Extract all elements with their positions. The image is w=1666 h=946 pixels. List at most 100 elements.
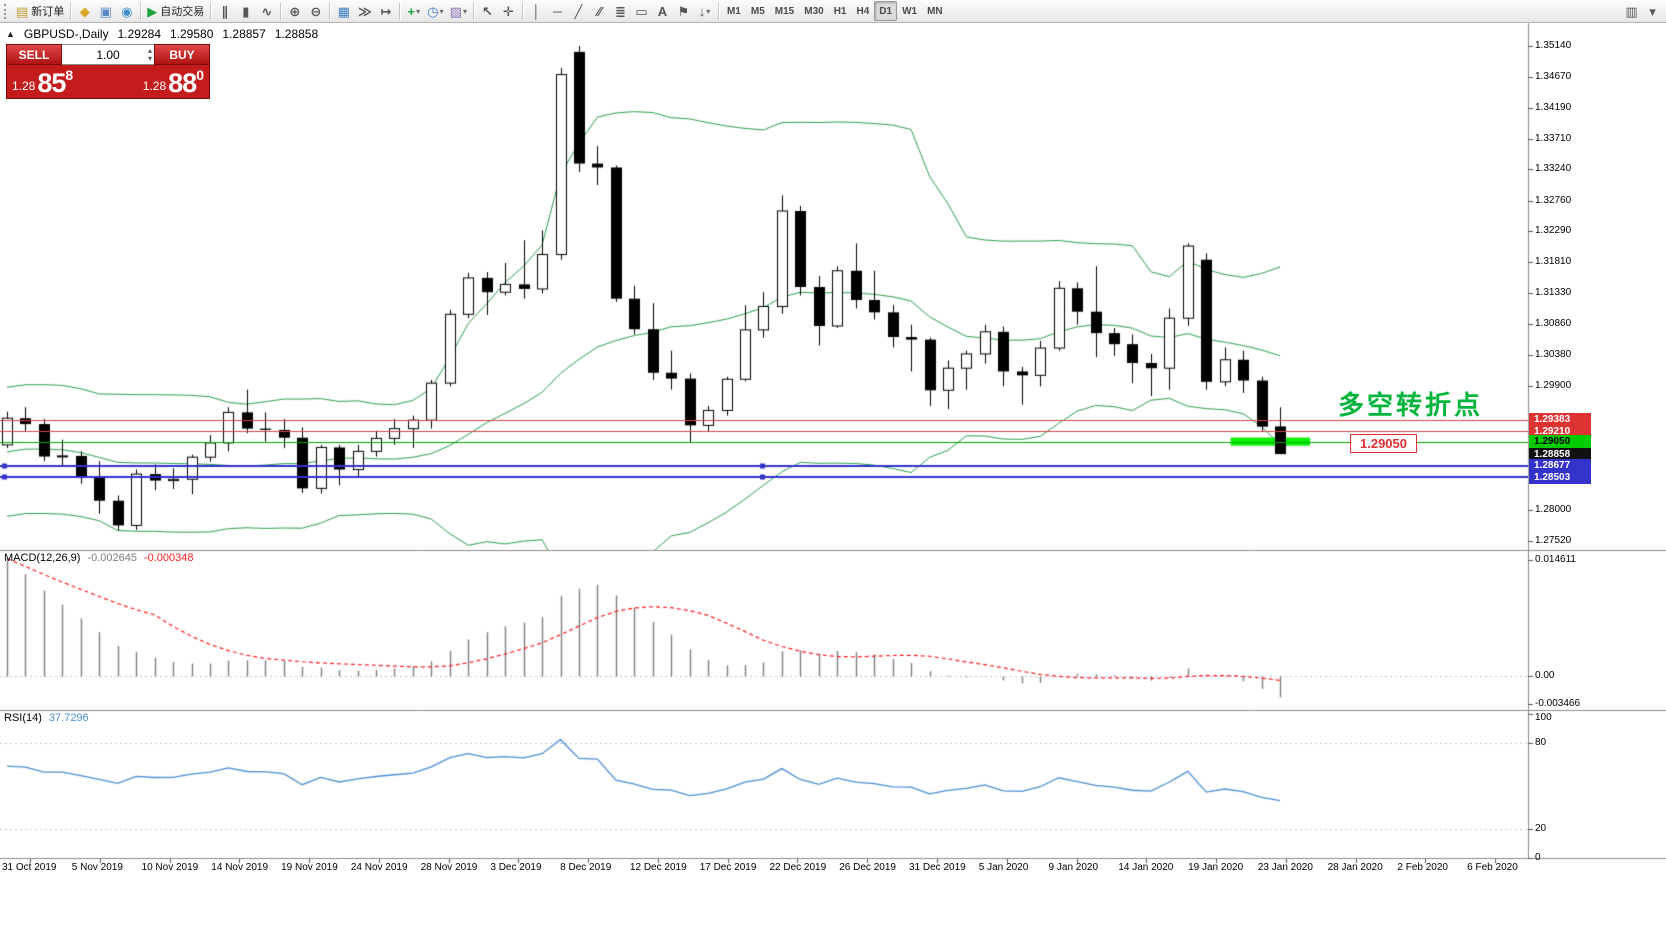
high-value: 1.29580 bbox=[170, 27, 214, 41]
periods-button[interactable]: ◷ ▾ bbox=[424, 1, 446, 21]
buy-price-pip: 0 bbox=[196, 67, 204, 83]
one-click-collapse-icon[interactable]: ▲ bbox=[6, 29, 15, 39]
buy-button[interactable]: BUY bbox=[154, 44, 210, 65]
text-button[interactable]: A bbox=[652, 1, 673, 21]
toolbar-separator bbox=[280, 2, 282, 20]
sell-button[interactable]: SELL bbox=[6, 44, 62, 65]
timeframe-m1-button[interactable]: M1 bbox=[722, 1, 746, 21]
rsi-indicator-label: RSI(14) 37.7296 bbox=[4, 712, 89, 724]
timeframe-d1-button[interactable]: D1 bbox=[874, 1, 898, 21]
toolbar-separator bbox=[472, 2, 474, 20]
price-level-label[interactable]: 1.29050 bbox=[1350, 434, 1417, 453]
rsi-axis-label: 100 bbox=[1535, 712, 1552, 723]
navigator-button[interactable]: ◉ bbox=[116, 1, 137, 21]
price-axis-label: 1.30380 bbox=[1535, 349, 1572, 361]
ohlc-bars-button[interactable]: ∥ bbox=[214, 1, 235, 21]
price-axis-label: 1.29900 bbox=[1535, 380, 1572, 392]
volume-down-button[interactable]: ▾ bbox=[147, 54, 152, 63]
macd-axis-label: 0.00 bbox=[1535, 670, 1555, 681]
text-label-button[interactable]: ⚑ bbox=[673, 1, 694, 21]
data-window-button[interactable]: ▣ bbox=[95, 1, 116, 21]
tile-windows-icon: ▦ bbox=[337, 3, 350, 19]
chart-annotation-text[interactable]: 多空转折点 bbox=[1338, 390, 1484, 420]
cursor-icon: ↖ bbox=[482, 3, 493, 19]
price-axis[interactable]: 1.35140 1.34670 1.34190 1.33710 1.33240 1.327… bbox=[1529, 23, 1665, 550]
sell-price-big: 85 bbox=[37, 68, 66, 98]
autotrading-button[interactable]: ▶ 自动交易 bbox=[144, 1, 207, 21]
toolbar-separator bbox=[329, 2, 331, 20]
crosshair-button[interactable]: ✛ bbox=[498, 1, 519, 21]
timeframe-mn-button[interactable]: MN bbox=[922, 1, 948, 21]
date-axis-label: 26 Dec 2019 bbox=[839, 862, 896, 873]
zoom-in-button[interactable]: ⊕ bbox=[284, 1, 305, 21]
date-axis-label: 14 Nov 2019 bbox=[211, 862, 269, 873]
text-label-icon: ⚑ bbox=[677, 3, 690, 19]
macd-name: MACD(12,26,9) bbox=[4, 552, 81, 564]
sell-price-display[interactable]: 1.28 85 8 bbox=[7, 65, 108, 98]
horizontal-line-icon: ─ bbox=[552, 3, 563, 19]
arrows-button[interactable]: ↓ ▾ bbox=[694, 1, 715, 21]
timeframe-m15-button[interactable]: M15 bbox=[770, 1, 799, 21]
sell-price-pip: 8 bbox=[65, 67, 74, 83]
crosshair-icon: ✛ bbox=[503, 3, 514, 19]
indicators-button[interactable]: + ▾ bbox=[403, 1, 424, 21]
volume-input[interactable]: 1.00 ▴ ▾ bbox=[62, 44, 154, 65]
zoom-out-button[interactable]: ⊖ bbox=[305, 1, 326, 21]
toolbar-separator bbox=[70, 2, 72, 20]
date-axis-label: 22 Dec 2019 bbox=[769, 862, 827, 873]
time-axis[interactable]: 31 Oct 2019 5 Nov 2019 10 Nov 2019 14 Nov 2… bbox=[0, 858, 1536, 890]
toolbar-separator bbox=[140, 2, 142, 20]
symbols-button[interactable]: ◆ bbox=[74, 1, 95, 21]
toolbar-separator bbox=[210, 2, 212, 20]
timeframe-h1-button-label: H1 bbox=[833, 5, 847, 17]
macd-axis[interactable]: 0.014611 0.00 -0.003466 bbox=[1529, 550, 1665, 710]
main-toolbar: ▤ 新订单 ◆ ▣ ◉ ▶ 自动交易 ∥ ▮ ∿ ⊕ ⊖ ▦ ≫ ↦ + ▾ ◷ ▾ ▨ ▾ ↖ ✛ │ ─ ╱ ∕∕ ≣ ▭ A ⚑ ↓ ▾ M… bbox=[0, 0, 1666, 23]
fibonacci-button[interactable]: ≣ bbox=[610, 1, 631, 21]
volume-up-button[interactable]: ▴ bbox=[147, 46, 152, 55]
new-order-icon: ▤ bbox=[16, 3, 29, 19]
toolbar-drag-handle[interactable] bbox=[4, 3, 9, 19]
timeframe-h1-button[interactable]: H1 bbox=[829, 1, 852, 21]
dropdown-caret-icon: ▾ bbox=[416, 6, 421, 16]
chart-shift-button[interactable]: ↦ bbox=[375, 1, 396, 21]
candlestick-chart-icon: ▮ bbox=[242, 3, 250, 19]
templates-button[interactable]: ▨ ▾ bbox=[447, 1, 470, 21]
candlestick-chart-button[interactable]: ▮ bbox=[235, 1, 256, 21]
timeframe-m5-button[interactable]: M5 bbox=[746, 1, 770, 21]
price-tag: 1.28677 bbox=[1529, 459, 1591, 473]
line-chart-button[interactable]: ∿ bbox=[256, 1, 277, 21]
trendline-icon: ╱ bbox=[574, 3, 583, 19]
toolbar-options-button[interactable]: ▾ bbox=[1642, 1, 1663, 21]
trendline-button[interactable]: ╱ bbox=[568, 1, 589, 21]
timeframe-w1-button[interactable]: W1 bbox=[897, 1, 922, 21]
date-axis-label: 31 Dec 2019 bbox=[909, 862, 966, 873]
timeframe-w1-button-label: W1 bbox=[902, 5, 918, 17]
rsi-axis[interactable]: 100 80 20 0 bbox=[1529, 710, 1665, 863]
buy-price-display[interactable]: 1.28 88 0 bbox=[108, 65, 209, 98]
equidistant-channel-button[interactable]: ∕∕ bbox=[589, 1, 610, 21]
rsi-value: 37.7296 bbox=[48, 712, 89, 724]
macd-signal-value: -0.000348 bbox=[143, 552, 194, 564]
timeframe-m30-button[interactable]: M30 bbox=[799, 1, 828, 21]
new-order-button[interactable]: ▤ 新订单 bbox=[13, 1, 67, 21]
tile-windows-button[interactable]: ▦ bbox=[333, 1, 354, 21]
zoom-out-icon: ⊖ bbox=[310, 3, 322, 19]
rsi-axis-label: 80 bbox=[1535, 736, 1547, 748]
auto-scroll-button[interactable]: ≫ bbox=[354, 1, 375, 21]
cursor-button[interactable]: ↖ bbox=[477, 1, 498, 21]
chart-profile-button[interactable]: ▥ bbox=[1621, 1, 1642, 21]
date-axis-label: 24 Nov 2019 bbox=[350, 862, 408, 873]
vertical-line-button[interactable]: │ bbox=[526, 1, 547, 21]
horizontal-line-button[interactable]: ─ bbox=[547, 1, 568, 21]
buy-price-head: 1.28 bbox=[142, 79, 167, 93]
dropdown-caret-icon: ▾ bbox=[439, 6, 444, 16]
toolbar-buttons: ▤ 新订单 ◆ ▣ ◉ ▶ 自动交易 ∥ ▮ ∿ ⊕ ⊖ ▦ ≫ ↦ + ▾ ◷ ▾ ▨ ▾ ↖ ✛ │ ─ ╱ ∕∕ ≣ ▭ A ⚑ ↓ ▾ M… bbox=[13, 0, 948, 22]
date-axis-label: 8 Dec 2019 bbox=[560, 862, 612, 873]
open-value: 1.29284 bbox=[117, 27, 161, 41]
timeframe-m5-button-label: M5 bbox=[750, 5, 765, 17]
shapes-button[interactable]: ▭ bbox=[631, 1, 652, 21]
timeframe-h4-button[interactable]: H4 bbox=[851, 1, 874, 21]
toolbar-separator bbox=[717, 2, 719, 20]
